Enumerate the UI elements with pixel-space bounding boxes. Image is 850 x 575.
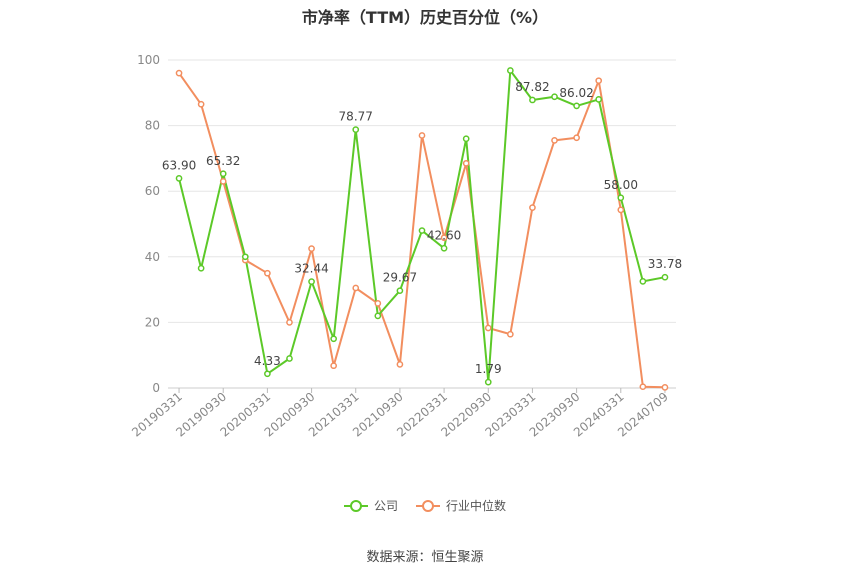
data-point [330, 335, 338, 343]
data-point [396, 287, 404, 295]
data-label: 63.90 [162, 158, 196, 172]
y-tick-label: 40 [145, 250, 160, 264]
chart-title: 市净率（TTM）历史百分位（%） [301, 8, 549, 27]
data-point [617, 206, 625, 214]
data-point [197, 100, 205, 108]
data-point [219, 178, 227, 185]
source-note: 数据来源：恒生聚源 [366, 550, 484, 565]
data-point [573, 134, 580, 142]
data-point [418, 227, 426, 234]
data-point [374, 312, 382, 320]
data-label: 78.77 [339, 110, 373, 124]
y-tick-label: 20 [145, 315, 160, 329]
legend-label: 公司 [373, 499, 398, 513]
data-point [506, 67, 514, 74]
data-label: 58.00 [604, 178, 638, 192]
data-point [462, 159, 470, 167]
data-label: 4.33 [254, 354, 281, 368]
data-point [396, 361, 404, 368]
data-label: 87.82 [515, 80, 549, 94]
data-label: 86.02 [559, 86, 593, 100]
data-label: 29.67 [383, 271, 417, 285]
axes: 0204060801002019033120190930202003312020… [129, 53, 671, 440]
data-point [219, 170, 227, 178]
legend: 公司 行业中位数 [0, 497, 850, 514]
data-label: 32.44 [294, 262, 328, 276]
data-point [595, 96, 603, 103]
data-labels: 63.90 65.32 4.33 32.44 78.77 29.67 42.60 1.79 87… [162, 80, 682, 376]
data-point [529, 96, 536, 104]
data-point [462, 135, 470, 143]
y-tick-label: 0 [152, 381, 160, 395]
data-point [374, 300, 382, 307]
data-point [241, 253, 249, 261]
data-point [440, 244, 448, 252]
data-point [484, 378, 492, 386]
grid-lines [168, 59, 676, 389]
legend-item-company[interactable]: 公司 [343, 497, 398, 514]
data-point [595, 77, 603, 85]
data-point [639, 383, 647, 391]
data-point [617, 194, 625, 202]
y-tick-label: 80 [145, 119, 160, 133]
data-point [197, 264, 205, 272]
data-point [330, 362, 338, 370]
data-point [506, 330, 514, 338]
data-point [352, 126, 360, 133]
data-point [529, 204, 536, 211]
y-tick-label: 100 [137, 53, 160, 67]
data-point [661, 383, 669, 391]
legend-item-industry-median[interactable]: 行业中位数 [416, 497, 506, 514]
data-label: 42.60 [427, 228, 461, 242]
data-point [573, 102, 580, 110]
data-label: 1.79 [475, 362, 502, 376]
data-point [551, 137, 558, 144]
data-point [175, 69, 183, 77]
data-points [175, 67, 669, 391]
data-point [661, 273, 669, 281]
data-point [308, 278, 315, 285]
data-point [440, 234, 448, 242]
data-point [551, 93, 558, 101]
data-point [484, 324, 492, 332]
data-point [264, 269, 271, 277]
data-point [418, 132, 426, 139]
legend-swatch-icon [416, 499, 440, 513]
data-point [175, 175, 183, 182]
data-label: 33.78 [648, 257, 682, 271]
data-point [308, 245, 315, 252]
data-point [286, 319, 293, 326]
data-point [639, 278, 647, 285]
legend-label: 行业中位数 [446, 499, 507, 513]
y-tick-label: 60 [145, 184, 160, 198]
series-line-0 [178, 69, 666, 384]
data-point [286, 355, 293, 362]
data-label: 65.32 [206, 154, 240, 168]
data-point [352, 284, 360, 292]
data-point [264, 370, 271, 378]
legend-swatch-icon [343, 499, 368, 513]
